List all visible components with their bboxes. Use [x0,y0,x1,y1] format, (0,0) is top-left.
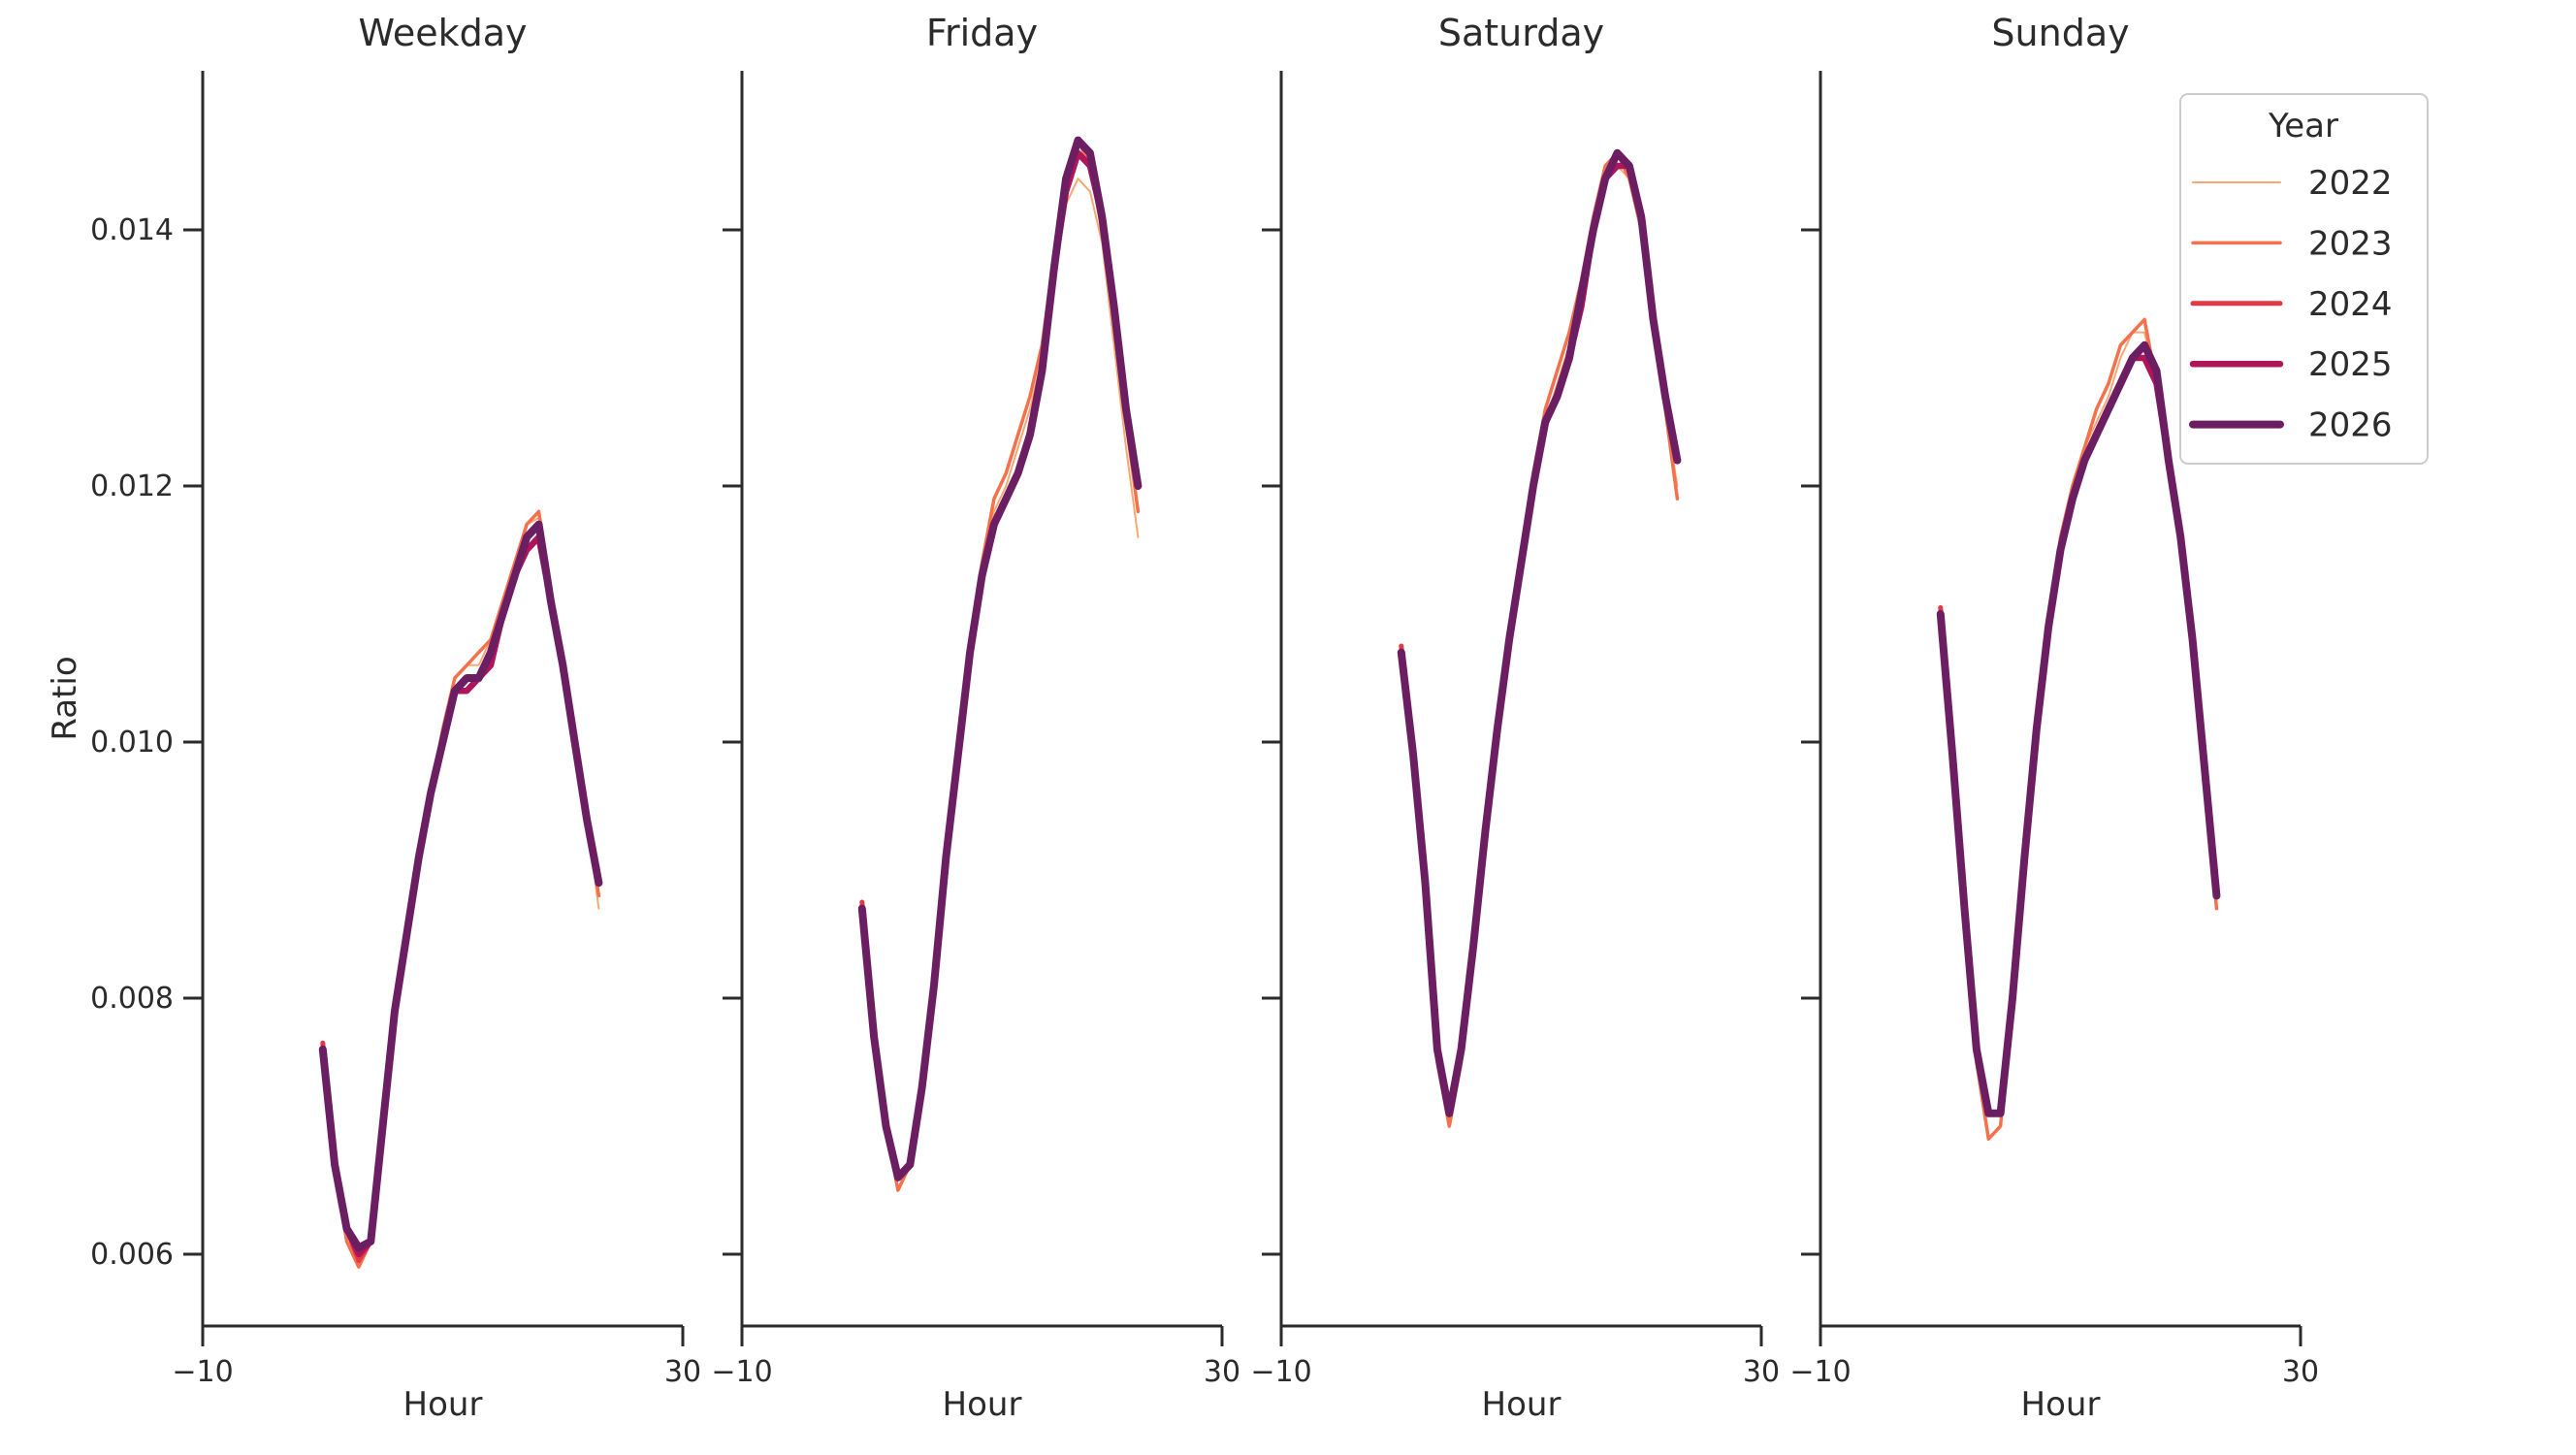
legend-entry-label: 2022 [2308,164,2393,203]
panel-sunday: −10 30 Sunday Hour [1789,12,2319,1424]
panel-title: Weekday [358,12,527,54]
y-tick-label: 0.008 [90,982,174,1016]
x-axis-label: Hour [2021,1385,2101,1424]
series-line-2023 [1939,317,2219,1141]
series-line-2022 [1400,165,1679,1127]
series-line-2024 [859,138,1141,1180]
legend-entry-label: 2023 [2308,224,2393,263]
series-line-2023 [1400,151,1680,1128]
legend-entry-label: 2026 [2308,406,2393,445]
panel-friday: −10 30 Friday Hour [711,12,1240,1424]
x-tick-label: 30 [2282,1355,2319,1389]
series-line-2025 [858,149,1142,1181]
series-line-2026 [1936,340,2221,1117]
x-axis-label: Hour [943,1385,1022,1424]
x-tick-label: 30 [664,1355,701,1389]
x-tick-label: −10 [1250,1355,1311,1389]
legend-title: Year [2268,107,2338,146]
panel-title: Friday [926,12,1038,54]
series-line-2026 [857,136,1143,1181]
y-tick-label: 0.014 [90,213,174,247]
x-axis-label: Hour [403,1385,483,1424]
panel-saturday: −10 30 Saturday Hour [1250,12,1780,1424]
y-tick-label: 0.012 [90,469,174,503]
y-axis-label: Ratio [46,656,84,740]
legend: Year 2022 2023 2024 2025 2026 [2179,93,2429,465]
series-line-2026 [318,520,603,1252]
series-line-2026 [1397,148,1682,1117]
y-tick-label: 0.010 [90,726,174,760]
x-tick-label: −10 [711,1355,772,1389]
x-tick-label: 30 [1204,1355,1240,1389]
legend-entry-label: 2024 [2308,285,2393,324]
panel-title: Saturday [1438,12,1604,54]
series-line-2025 [1398,162,1681,1117]
panel-title: Sunday [1991,12,2129,54]
x-tick-label: −10 [172,1355,233,1389]
x-tick-label: −10 [1789,1355,1851,1389]
y-tick-label: 0.006 [90,1238,174,1272]
x-axis-label: Hour [1482,1385,1562,1424]
legend-entry-label: 2025 [2308,345,2393,384]
x-tick-label: 30 [1743,1355,1780,1389]
series-line-2022 [860,178,1140,1191]
series-line-2024 [1399,150,1680,1116]
legend-box [2179,93,2429,465]
series-line-2022 [1939,331,2218,1141]
panel-weekday: 0.006 0.008 0.010 0.012 0.014 −10 30 Weekday Hou… [90,12,701,1424]
series-line-2023 [860,138,1141,1192]
